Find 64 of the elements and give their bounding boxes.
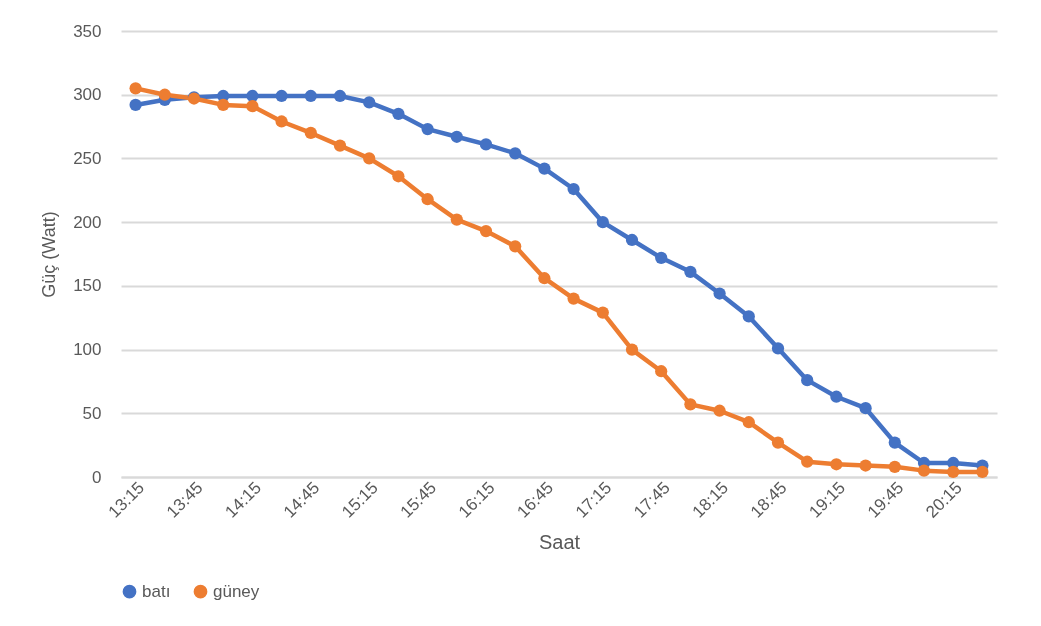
point (655, 365, 668, 378)
point (655, 251, 668, 264)
point (304, 126, 317, 140)
y-tick-label: 100 (73, 340, 102, 360)
legend-label: güney (213, 581, 260, 601)
point (567, 182, 580, 196)
point (713, 404, 726, 417)
point (742, 310, 755, 323)
point (479, 224, 493, 238)
point (830, 390, 843, 403)
point (947, 465, 960, 479)
point (129, 98, 142, 112)
y-tick-label: 200 (73, 212, 102, 232)
point (567, 292, 580, 305)
point (742, 416, 755, 429)
point (509, 240, 522, 253)
point (859, 459, 872, 472)
point (392, 107, 405, 120)
y-tick-label: 350 (73, 21, 102, 41)
point (976, 465, 989, 479)
point (479, 138, 493, 151)
point (275, 115, 288, 128)
point (275, 89, 288, 103)
point (684, 265, 697, 278)
point (509, 147, 522, 160)
point (771, 436, 785, 449)
y-axis-title: Güç (Watt) (39, 211, 60, 298)
point (917, 464, 931, 477)
point (129, 82, 142, 95)
point (450, 213, 463, 226)
point (801, 374, 814, 387)
point (596, 216, 609, 229)
point (625, 233, 639, 247)
point (830, 458, 843, 471)
point (246, 100, 259, 113)
point (421, 193, 434, 206)
point (859, 402, 872, 415)
point (888, 460, 901, 473)
point (713, 287, 726, 300)
point (217, 98, 230, 112)
point (450, 130, 463, 143)
y-tick-label: 50 (82, 403, 102, 423)
point (363, 152, 376, 165)
point (771, 342, 785, 355)
point (684, 398, 697, 411)
y-tick-label: 150 (73, 276, 102, 296)
point (363, 96, 376, 109)
point (421, 123, 434, 136)
point (596, 306, 609, 319)
point (801, 455, 814, 468)
point (538, 162, 551, 175)
point (392, 170, 405, 183)
legend-label: batı (142, 581, 171, 601)
point (158, 88, 171, 101)
point (888, 436, 901, 449)
point (538, 272, 551, 285)
point (625, 343, 639, 356)
y-tick-label: 300 (73, 85, 102, 105)
point (333, 89, 347, 103)
point (304, 89, 317, 103)
x-axis-title: Saat (538, 530, 581, 553)
y-tick-label: 250 (73, 148, 102, 168)
y-tick-label: 0 (92, 467, 102, 487)
point (333, 139, 347, 152)
